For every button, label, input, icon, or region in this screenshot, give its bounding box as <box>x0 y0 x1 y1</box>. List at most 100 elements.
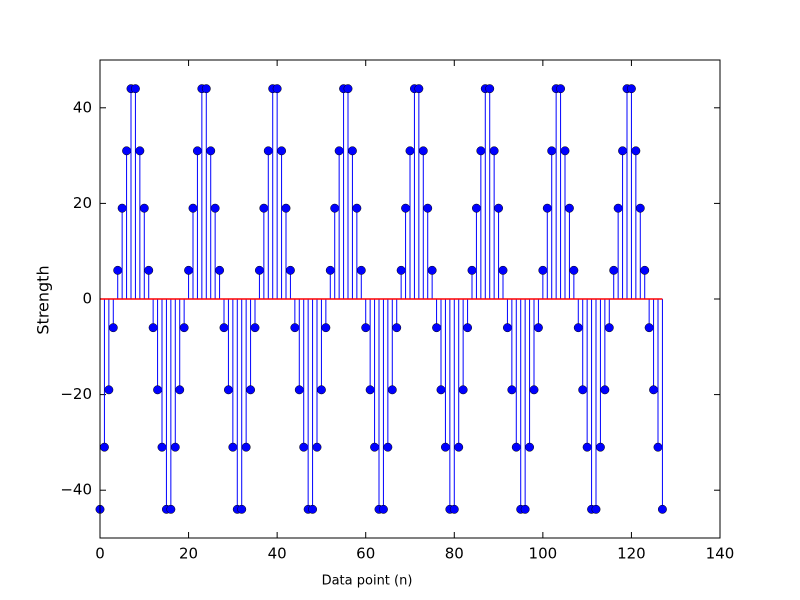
stem <box>210 203 220 299</box>
stem-marker <box>538 265 548 275</box>
stem <box>653 299 663 452</box>
stem <box>613 203 623 299</box>
stem <box>640 265 650 299</box>
stem <box>649 299 659 395</box>
stem <box>166 299 176 514</box>
stem <box>560 146 570 299</box>
stem <box>392 299 402 333</box>
stem <box>294 299 304 395</box>
stem <box>423 203 433 299</box>
stem-marker <box>520 504 530 514</box>
stem-marker <box>547 146 557 156</box>
stem <box>618 146 628 299</box>
x-tick-label: 80 <box>445 545 464 563</box>
stem <box>396 265 406 299</box>
stem-marker <box>166 504 176 514</box>
stem-marker <box>192 146 202 156</box>
stem <box>449 299 459 514</box>
stem <box>122 146 132 299</box>
stem <box>370 299 380 452</box>
stem-marker <box>423 203 433 213</box>
stem <box>600 299 610 395</box>
stem <box>458 299 468 395</box>
stem-marker <box>657 504 667 514</box>
stem-marker <box>108 323 118 333</box>
stem-marker <box>285 265 295 275</box>
stem <box>631 146 641 299</box>
stem-marker <box>511 442 521 452</box>
stem-marker <box>560 146 570 156</box>
stem <box>436 299 446 395</box>
stem <box>604 299 614 333</box>
stem-marker <box>414 84 424 94</box>
stem-marker <box>347 146 357 156</box>
stem-marker <box>649 385 659 395</box>
stem-marker <box>418 146 428 156</box>
stem-marker <box>250 323 260 333</box>
stem <box>126 84 136 299</box>
stem <box>361 299 371 333</box>
stem <box>175 299 185 395</box>
stem <box>401 203 411 299</box>
y-tick-label: 20 <box>73 194 92 212</box>
stem <box>440 299 450 452</box>
stem-marker <box>223 385 233 395</box>
stem <box>511 299 521 452</box>
stem <box>197 84 207 299</box>
stem-marker <box>471 203 481 213</box>
stem-marker <box>104 385 114 395</box>
stem-marker <box>113 265 123 275</box>
stem <box>352 203 362 299</box>
stem-marker <box>383 442 393 452</box>
stem-marker <box>175 385 185 395</box>
stem <box>432 299 442 333</box>
stem <box>268 84 278 299</box>
stem <box>516 299 526 514</box>
stem-marker <box>246 385 256 395</box>
stem-marker <box>595 442 605 452</box>
stem-marker <box>206 146 216 156</box>
stem <box>321 299 331 333</box>
stem <box>139 203 149 299</box>
stem <box>250 299 260 333</box>
stem <box>170 299 180 452</box>
stem-marker <box>635 203 645 213</box>
stem-marker <box>130 84 140 94</box>
stem <box>582 299 592 452</box>
stem <box>188 203 198 299</box>
stem-marker <box>263 146 273 156</box>
stem-marker <box>361 323 371 333</box>
stem-marker <box>591 504 601 514</box>
stem <box>551 84 561 299</box>
stem-marker <box>219 323 229 333</box>
y-tick-label: −40 <box>60 481 92 499</box>
stem-marker <box>299 442 309 452</box>
stem <box>365 299 375 395</box>
stem <box>657 299 667 514</box>
stem-marker <box>613 203 623 213</box>
stem <box>573 299 583 333</box>
stem-marker <box>316 385 326 395</box>
stem <box>409 84 419 299</box>
stem <box>347 146 357 299</box>
stem <box>259 203 269 299</box>
stem <box>254 265 264 299</box>
stem <box>556 84 566 299</box>
stem <box>418 146 428 299</box>
stem-marker <box>228 442 238 452</box>
stem-marker <box>582 442 592 452</box>
stem-marker <box>436 385 446 395</box>
stem-marker <box>432 323 442 333</box>
stem-marker <box>618 146 628 156</box>
stem <box>476 146 486 299</box>
stem <box>99 299 109 452</box>
stem <box>135 146 145 299</box>
stem <box>343 84 353 299</box>
stem-marker <box>290 323 300 333</box>
stem <box>520 299 530 514</box>
stem <box>316 299 326 395</box>
stem-marker <box>308 504 318 514</box>
stem <box>232 299 242 514</box>
stem <box>263 146 273 299</box>
stem-marker <box>653 442 663 452</box>
